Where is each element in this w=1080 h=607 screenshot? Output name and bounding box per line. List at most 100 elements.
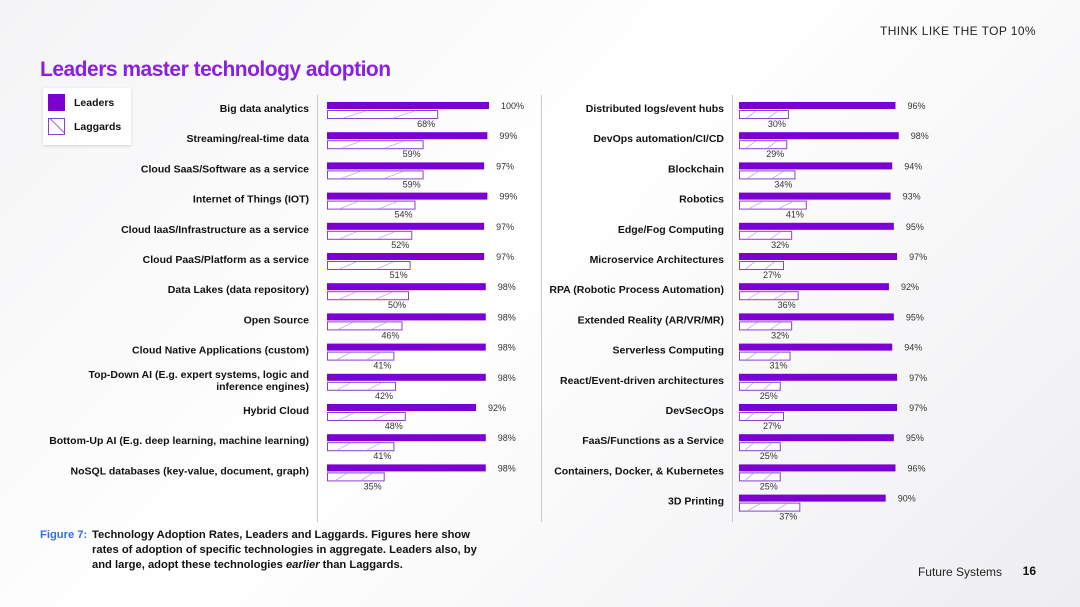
laggards-value-label: 51%	[390, 270, 408, 280]
laggards-bar	[327, 170, 424, 180]
chart-separator	[541, 95, 542, 522]
laggards-bar-hatch	[336, 442, 351, 451]
laggards-bar-hatch	[377, 231, 395, 240]
category-label: NoSQL databases (key-value, document, gr…	[71, 465, 309, 477]
leaders-bar	[327, 313, 486, 321]
leaders-value-label: 92%	[901, 282, 919, 292]
leaders-bar	[739, 162, 893, 170]
laggards-bar	[327, 291, 409, 301]
laggards-bar-hatch	[744, 382, 754, 391]
leaders-value-label: 98%	[498, 433, 516, 443]
laggards-bar-hatch	[768, 110, 779, 119]
footer-section-name: Future Systems	[917, 565, 1002, 579]
left-chart-axis	[317, 95, 318, 522]
laggards-bar	[327, 230, 413, 240]
leaders-bar	[739, 132, 899, 140]
laggards-value-label: 32%	[771, 240, 789, 250]
leaders-value-label: 96%	[907, 463, 925, 473]
leaders-value-label: 94%	[904, 343, 922, 353]
leaders-value-label: 96%	[907, 101, 925, 111]
leaders-value-label: 93%	[903, 192, 921, 202]
leaders-value-label: 97%	[496, 161, 514, 171]
leaders-value-label: 98%	[498, 282, 516, 292]
laggards-bar	[739, 442, 781, 452]
leaders-value-label: 98%	[911, 131, 929, 141]
leaders-bar	[327, 102, 489, 109]
leaders-bar	[327, 343, 486, 351]
laggards-bar-hatch	[379, 201, 398, 209]
laggards-value-label: 36%	[778, 300, 796, 310]
laggards-bar	[327, 140, 424, 150]
caption-label: Figure 7:	[40, 529, 88, 541]
laggards-bar-hatch	[744, 442, 754, 451]
leaders-bar	[739, 283, 889, 291]
leaders-bar	[739, 313, 894, 321]
leaders-value-label: 98%	[498, 373, 516, 383]
laggards-bar	[739, 170, 796, 180]
caption-body: Technology Adoption Rates, Leaders and L…	[40, 528, 480, 573]
laggards-bar-hatch	[767, 140, 778, 149]
leaders-bar	[327, 222, 485, 230]
laggards-bar	[739, 110, 789, 119]
leaders-bar	[739, 102, 896, 109]
laggards-value-label: 27%	[763, 270, 781, 280]
laggards-bar-hatch	[366, 352, 381, 360]
laggards-bar-hatch	[373, 412, 390, 421]
category-label: Containers, Docker, & Kubernetes	[554, 465, 724, 477]
leaders-bar	[327, 404, 477, 411]
category-label: React/Event-driven architectures	[560, 375, 724, 387]
laggards-value-label: 41%	[373, 361, 391, 371]
legend-item-laggards: Laggards	[48, 118, 121, 135]
leaders-value-label: 98%	[498, 463, 516, 473]
leaders-bar	[739, 192, 891, 200]
leaders-swatch	[48, 94, 65, 111]
laggards-bar	[327, 110, 439, 119]
chart-legend: Leaders Laggards	[43, 88, 131, 145]
leaders-bar	[327, 162, 485, 170]
laggards-bar	[327, 321, 403, 331]
category-label: Hybrid Cloud	[243, 405, 309, 417]
laggards-value-label: 59%	[403, 179, 421, 189]
laggards-bar-hatch	[746, 322, 758, 330]
laggards-bar	[327, 412, 406, 421]
laggards-bar-hatch	[765, 412, 775, 421]
category-label: RPA (Robotic Process Automation)	[549, 284, 724, 296]
laggards-bar	[327, 200, 416, 210]
legend-label-laggards: Laggards	[74, 120, 122, 133]
category-label: Blockchain	[668, 163, 724, 175]
leaders-bar	[739, 464, 896, 472]
laggards-bar-hatch	[371, 322, 387, 330]
laggards-bar-hatch	[774, 503, 788, 511]
laggards-bar-hatch	[338, 291, 356, 300]
leaders-value-label: 95%	[906, 222, 924, 232]
laggards-bar-hatch	[366, 442, 381, 451]
leaders-value-label: 95%	[906, 312, 924, 322]
leaders-value-label: 97%	[909, 373, 927, 383]
laggards-bar	[739, 502, 801, 512]
laggards-bar	[739, 381, 781, 391]
leaders-bar	[739, 494, 886, 502]
leaders-value-label: 90%	[898, 494, 916, 504]
laggards-bar-hatch	[763, 382, 772, 391]
laggards-bar	[327, 261, 411, 270]
category-label: Streaming/real-time data	[186, 133, 309, 145]
laggards-bar	[327, 381, 397, 391]
laggards-bar-hatch	[384, 140, 404, 149]
laggards-value-label: 41%	[786, 210, 804, 220]
laggards-bar-hatch	[747, 291, 760, 300]
laggards-value-label: 34%	[774, 179, 792, 189]
leaders-bar	[327, 434, 486, 442]
laggards-value-label: 31%	[770, 361, 788, 371]
laggards-bar	[739, 291, 799, 301]
leaders-bar	[327, 283, 486, 291]
leaders-value-label: 97%	[909, 252, 927, 262]
leaders-value-label: 99%	[499, 192, 517, 202]
leaders-value-label: 99%	[499, 131, 517, 141]
leaders-bar	[739, 343, 893, 351]
category-label: Cloud IaaS/Infrastructure as a service	[121, 224, 309, 236]
laggards-value-label: 27%	[763, 421, 781, 431]
laggards-bar-hatch	[392, 110, 416, 119]
laggards-bar-hatch	[745, 412, 755, 421]
leaders-value-label: 98%	[498, 343, 516, 353]
